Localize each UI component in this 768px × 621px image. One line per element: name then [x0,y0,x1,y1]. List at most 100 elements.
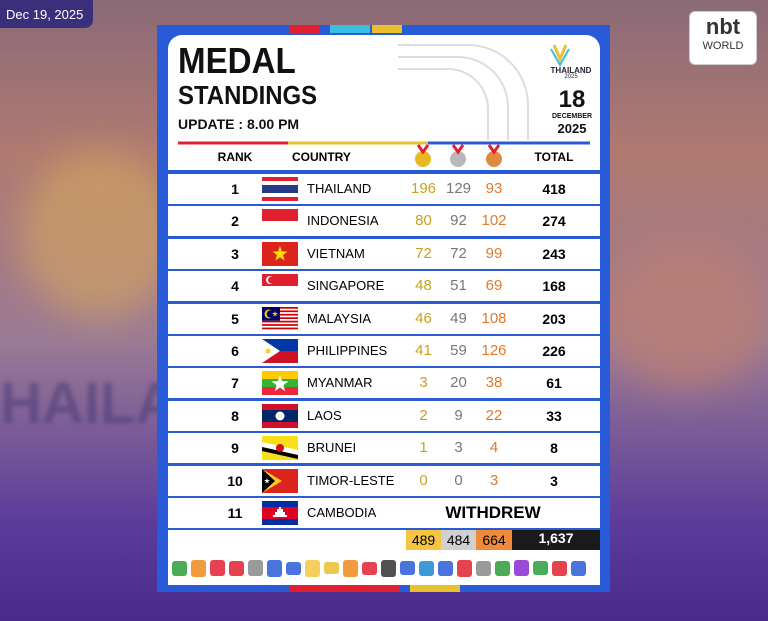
table-row: 6 PHILIPPINES 41 59 126 226 [168,334,600,366]
total: 226 [528,336,580,366]
silver: 0 [441,466,476,496]
flag [262,177,298,201]
header-rank: RANK [205,150,265,164]
month: DECEMBER [548,113,596,120]
rank: 8 [220,401,250,431]
brand-logo: nbt WORLD [689,11,757,65]
sponsor [514,560,529,576]
flag [262,436,298,460]
header-total: TOTAL [528,150,580,164]
medal-icons [410,143,510,169]
table-row: 3 VIETNAM 72 72 99 243 [168,237,600,269]
sponsor [533,561,548,575]
deco [290,25,320,33]
country: SINGAPORE [307,271,384,301]
sponsor [191,560,206,577]
sponsor [438,561,453,576]
day: 18 [550,86,594,114]
country: PHILIPPINES [307,336,387,366]
flag [262,469,298,493]
sponsor-logos [172,558,596,578]
bronze: 126 [476,336,512,366]
bronze: 4 [476,433,512,463]
sponsor [495,561,510,576]
flag [262,274,298,298]
bronze: 108 [476,304,512,334]
silver: 9 [441,401,476,431]
table-row: 5 MALAYSIA 46 49 108 203 [168,302,600,334]
sponsor [362,562,377,575]
sponsor [419,561,434,576]
country: VIETNAM [307,239,365,269]
country: LAOS [307,401,342,431]
table-row: 1 THAILAND 196 129 93 418 [168,172,600,204]
table-row: 8 LAOS 2 9 22 33 [168,399,600,431]
total-all: 1,637 [512,530,600,550]
country: MYANMAR [307,368,372,398]
silver: 49 [441,304,476,334]
gold: 2 [406,401,441,431]
rank: 3 [220,239,250,269]
gold: 41 [406,336,441,366]
table-row: 7 MYANMAR 3 20 38 61 [168,366,600,398]
flag [262,371,298,395]
sponsor [381,560,396,577]
flag [262,209,298,233]
title-2: STANDINGS [178,80,317,111]
sponsor [571,561,586,576]
total-bronze: 664 [476,530,512,550]
silver: 59 [441,336,476,366]
total: 8 [528,433,580,463]
deco [410,585,460,592]
flag [262,501,298,525]
rank: 4 [220,271,250,301]
deco [330,25,370,33]
gold: 0 [406,466,441,496]
flag [262,339,298,363]
total: 243 [528,239,580,269]
brand-name: nbt [690,14,756,40]
flag [262,242,298,266]
sponsor [343,560,358,577]
gold: 48 [406,271,441,301]
bronze: 69 [476,271,512,301]
deco [290,585,400,592]
total-silver: 484 [441,530,476,550]
country: BRUNEI [307,433,356,463]
gold: 196 [406,174,441,204]
bronze: 3 [476,466,512,496]
bronze: 102 [476,206,512,236]
sponsor [229,561,244,576]
rank: 5 [220,304,250,334]
sponsor [400,561,415,575]
table-row: 11 CAMBODIA WITHDREW [168,496,600,528]
deco [372,25,402,33]
flag [262,404,298,428]
table-row: 2 INDONESIA 80 92 102 274 [168,204,600,236]
rank: 7 [220,368,250,398]
total: 418 [528,174,580,204]
bg-blur [600,240,768,390]
date-badge: Dec 19, 2025 [0,0,93,28]
title-1: MEDAL [178,40,296,82]
sponsor [286,562,301,575]
sponsor [248,560,263,576]
bronze: 93 [476,174,512,204]
country: INDONESIA [307,206,379,236]
bg-blur [20,150,180,320]
sponsor [267,560,282,577]
silver: 72 [441,239,476,269]
gold: 80 [406,206,441,236]
country: THAILAND [307,174,371,204]
table-row: 10 TIMOR-LESTE 0 0 3 3 [168,464,600,496]
silver: 3 [441,433,476,463]
sponsor [305,560,320,577]
country: CAMBODIA [307,498,376,528]
total: 168 [528,271,580,301]
total: 274 [528,206,580,236]
rank: 2 [220,206,250,236]
gold: 46 [406,304,441,334]
sponsor [457,560,472,577]
country: TIMOR-LESTE [307,466,394,496]
